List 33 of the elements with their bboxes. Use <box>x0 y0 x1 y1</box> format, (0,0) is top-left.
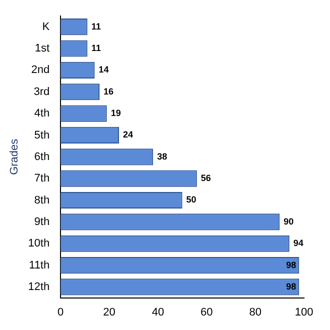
y-axis-title: Grades <box>8 138 21 175</box>
data-label: 38 <box>157 151 168 162</box>
data-label: 50 <box>186 194 196 205</box>
data-label: 98 <box>286 260 296 270</box>
data-label: 98 <box>286 281 296 292</box>
x-tick-label: 100 <box>294 306 314 318</box>
x-tick-label: 40 <box>152 306 164 318</box>
y-tick-label: 4th <box>34 108 50 120</box>
y-tick-label: 7th <box>34 172 50 185</box>
data-label: 56 <box>200 173 211 184</box>
y-tick-label: 1st <box>34 42 50 55</box>
x-tick-label: 80 <box>249 306 262 318</box>
y-tick-label: 11th <box>29 259 50 272</box>
y-tick-label: 3rd <box>34 86 50 98</box>
y-tick-label: 10th <box>28 238 50 250</box>
data-label: 16 <box>104 86 114 96</box>
y-tick-label: 9th <box>34 216 50 228</box>
data-label: 19 <box>110 108 121 118</box>
y-tick-label: 12th <box>28 280 50 293</box>
data-label: 14 <box>98 64 109 75</box>
y-tick-label: K <box>42 20 50 33</box>
y-tick-label: 2nd <box>31 64 50 76</box>
x-tick-label: 20 <box>103 306 116 318</box>
data-label: 94 <box>293 238 304 248</box>
y-tick-label: 8th <box>34 194 50 206</box>
data-label: 24 <box>123 130 134 140</box>
data-label: 90 <box>284 216 294 226</box>
x-tick-label: 0 <box>58 306 64 318</box>
y-tick-label: 6th <box>34 150 50 163</box>
y-tick-label: 5th <box>34 129 50 142</box>
data-label: 11 <box>91 21 101 32</box>
x-tick-label: 60 <box>200 306 213 318</box>
data-label: 11 <box>91 43 101 53</box>
